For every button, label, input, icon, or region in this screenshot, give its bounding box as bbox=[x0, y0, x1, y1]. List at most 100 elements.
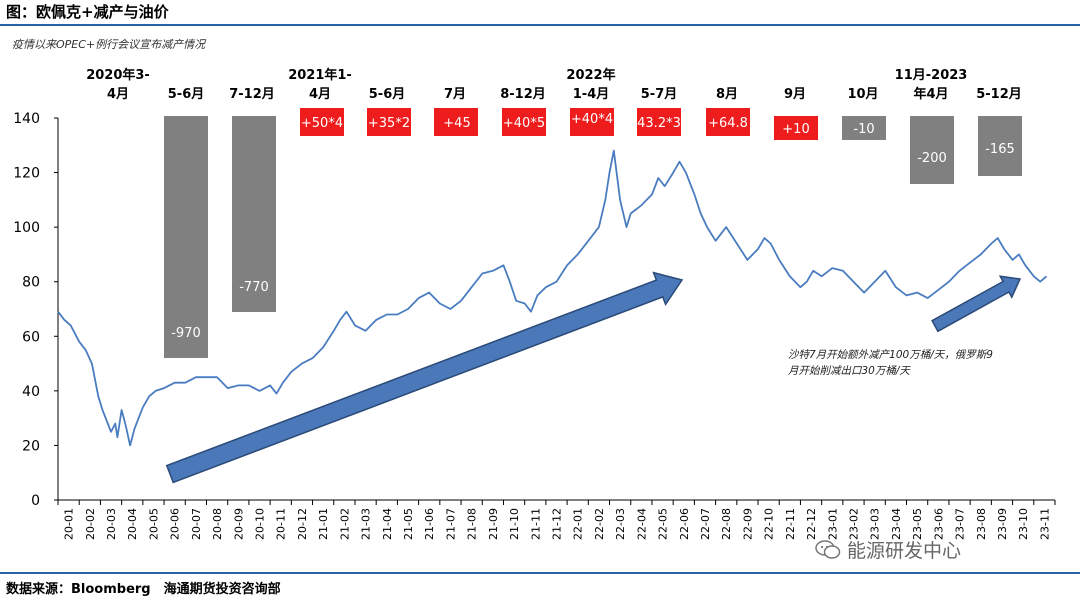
y-tick-label: 80 bbox=[22, 275, 40, 291]
change-label: -165 bbox=[985, 142, 1015, 157]
x-tick-label: 23-03 bbox=[869, 508, 882, 540]
watermark-text: 能源研发中心 bbox=[847, 540, 962, 562]
change-label: +50*4 bbox=[301, 116, 343, 131]
x-tick-label: 22-08 bbox=[720, 508, 733, 540]
x-tick-label: 21-01 bbox=[317, 508, 330, 540]
x-tick-label: 20-11 bbox=[275, 508, 288, 540]
period-label: 2021年1- bbox=[288, 67, 352, 83]
x-tick-label: 23-08 bbox=[975, 508, 988, 540]
change-box bbox=[164, 116, 208, 358]
x-tick-label: 20-07 bbox=[190, 508, 203, 540]
change-box bbox=[910, 116, 954, 184]
y-tick-label: 40 bbox=[22, 384, 40, 400]
change-label: +45 bbox=[443, 116, 470, 131]
trend-arrow bbox=[931, 275, 1022, 333]
axes: 0 20 40 60 80 100 120 140 20-01 20-02 20-03 20-04 20… bbox=[13, 111, 1056, 540]
x-tick-label: 23-04 bbox=[890, 508, 903, 540]
change-box bbox=[842, 116, 886, 140]
note-line-1: 沙特7月开始额外减产100万桶/天，俄罗斯9 bbox=[788, 349, 993, 361]
change-box bbox=[978, 116, 1022, 176]
price-line bbox=[57, 149, 1048, 447]
change-box bbox=[300, 108, 344, 136]
change-label: -970 bbox=[171, 326, 201, 341]
y-tick-label: 140 bbox=[13, 111, 40, 127]
x-tick-label: 23-06 bbox=[932, 508, 945, 540]
x-tick-label: 21-09 bbox=[487, 508, 500, 540]
x-tick-label: 22-05 bbox=[657, 508, 670, 540]
change-box bbox=[502, 108, 546, 136]
x-tick-label: 21-08 bbox=[466, 508, 479, 540]
x-tick-label: 22-02 bbox=[593, 508, 606, 540]
trend-arrows bbox=[165, 271, 1022, 484]
x-tick-label: 22-09 bbox=[741, 508, 754, 540]
period-label: 5-12月 bbox=[976, 87, 1022, 102]
period-label: 1-4月 bbox=[573, 87, 610, 102]
period-label: 11月-2023 bbox=[895, 68, 968, 83]
change-label: -770 bbox=[239, 280, 269, 295]
x-tick-label: 22-10 bbox=[763, 508, 776, 540]
x-tick-label: 23-02 bbox=[847, 508, 860, 540]
x-tick-label: 21-11 bbox=[529, 508, 542, 540]
change-box bbox=[570, 108, 614, 136]
x-tick-label: 22-07 bbox=[699, 508, 712, 540]
x-tick-label: 21-06 bbox=[423, 508, 436, 540]
change-box bbox=[774, 116, 818, 140]
x-tick-label: 20-08 bbox=[211, 508, 224, 540]
period-label: 7月 bbox=[444, 87, 466, 102]
period-label: 5-6月 bbox=[369, 87, 406, 102]
period-label: 9月 bbox=[784, 87, 806, 102]
y-tick-label: 60 bbox=[22, 329, 40, 345]
x-tick-label: 23-10 bbox=[1017, 508, 1030, 540]
x-tick-label: 21-02 bbox=[338, 508, 351, 540]
period-labels: 2020年3- 4月 5-6月 7-12月 2021年1- 4月 5-6月 7月 8-12月 20… bbox=[86, 67, 1022, 102]
change-label: +10 bbox=[782, 122, 809, 137]
x-tick-label: 20-12 bbox=[296, 508, 309, 540]
x-tick-label: 22-11 bbox=[784, 508, 797, 540]
y-tick-label: 20 bbox=[22, 438, 40, 454]
change-label: +64.8 bbox=[708, 116, 748, 131]
x-tick-label: 20-03 bbox=[105, 508, 118, 540]
period-label: 10月 bbox=[847, 87, 878, 102]
x-tick-label: 22-01 bbox=[572, 508, 585, 540]
source-note: 数据来源：Bloomberg 海通期货投资咨询部 bbox=[6, 582, 281, 597]
trend-arrow bbox=[165, 271, 684, 484]
y-tick-label: 0 bbox=[31, 493, 40, 509]
change-label: 43.2*3 bbox=[637, 116, 681, 131]
wechat-icon bbox=[815, 539, 841, 559]
x-tick-label: 21-03 bbox=[360, 508, 373, 540]
x-tick-label: 21-10 bbox=[508, 508, 521, 540]
production-change-boxes: -970 -770 +50*4 +35*2 +45 +40*5 +40*4 43.2*3 +64… bbox=[164, 108, 1022, 358]
x-tick-label: 23-07 bbox=[954, 508, 967, 540]
x-tick-label: 22-06 bbox=[678, 508, 691, 540]
period-label: 4月 bbox=[107, 87, 129, 102]
x-tick-label: 23-05 bbox=[911, 508, 924, 540]
x-tick-label: 21-07 bbox=[444, 508, 457, 540]
x-tick-label: 23-09 bbox=[996, 508, 1009, 540]
x-tick-label: 22-04 bbox=[635, 508, 648, 540]
x-tick-label: 22-12 bbox=[805, 508, 818, 540]
x-tick-label: 23-01 bbox=[826, 508, 839, 540]
change-box bbox=[434, 108, 478, 136]
period-label: 2022年 bbox=[566, 67, 615, 83]
x-tick-label: 21-12 bbox=[551, 508, 564, 540]
series-layer bbox=[57, 149, 1048, 447]
chart-subtitle: 疫情以来OPEC+例行会议宣布减产情况 bbox=[12, 38, 207, 51]
x-tick-label: 20-05 bbox=[147, 508, 160, 540]
period-label: 年4月 bbox=[913, 86, 948, 102]
change-label: -10 bbox=[853, 122, 874, 137]
y-tick-label: 120 bbox=[13, 166, 40, 182]
change-box bbox=[367, 108, 411, 136]
period-label: 2020年3- bbox=[86, 67, 150, 83]
x-tick-label: 21-04 bbox=[381, 508, 394, 540]
change-label: +40*4 bbox=[571, 112, 613, 127]
x-tick-label: 20-09 bbox=[232, 508, 245, 540]
period-label: 7-12月 bbox=[229, 87, 275, 102]
change-label: +40*5 bbox=[503, 116, 545, 131]
x-tick-label: 23-11 bbox=[1038, 508, 1051, 540]
period-label: 8-12月 bbox=[500, 87, 546, 102]
period-label: 8月 bbox=[716, 87, 738, 102]
period-label: 4月 bbox=[309, 87, 331, 102]
figure-title: 图：欧佩克+减产与油价 bbox=[6, 3, 169, 21]
change-box bbox=[706, 108, 750, 136]
x-tick-label: 20-10 bbox=[254, 508, 267, 540]
